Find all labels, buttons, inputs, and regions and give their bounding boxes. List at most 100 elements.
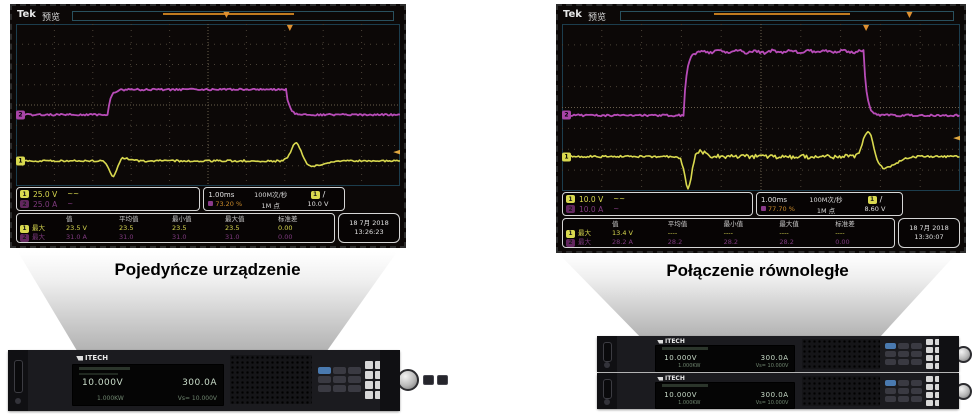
power-readout: 1.000KW bbox=[678, 363, 701, 369]
stat-cell: 23.5 bbox=[119, 224, 134, 232]
vent-grille bbox=[802, 339, 880, 369]
power-readout: 1.000KW bbox=[678, 400, 701, 406]
stat-cell: 28.2 bbox=[723, 238, 739, 246]
power-supply-parallel-2: ITECH 10.000V 300.0A 1.000KW Vs= 10.000V bbox=[597, 373, 972, 409]
scope-date: 18 7月 2018 bbox=[349, 219, 389, 227]
tek-logo: Tek bbox=[17, 9, 36, 20]
trigger-slope-icon: / bbox=[879, 195, 883, 204]
timebase-value: 1.00ms bbox=[761, 195, 788, 204]
stat-header: 最小值 bbox=[172, 215, 192, 223]
rack-ear-right bbox=[939, 373, 959, 409]
sample-rate: 100M次/秒 bbox=[254, 190, 288, 199]
device-display: 10.000V 300.0A 1.000KW Vs= 10.000V bbox=[655, 345, 795, 372]
datetime-box: 18 7月 2018 13:30:07 bbox=[898, 218, 960, 248]
horizontal-position-percent: 73.20 % bbox=[208, 200, 246, 208]
trigger-point-icon: ▼ bbox=[286, 24, 293, 32]
itech-logo-icon bbox=[76, 355, 83, 361]
current-readout: 300.0A bbox=[182, 377, 217, 388]
stat-cell: 28.2 bbox=[779, 238, 794, 246]
stat-header: 标准差 bbox=[835, 220, 855, 228]
record-length: 1M 点 bbox=[261, 201, 280, 210]
record-view-bar: ▼ bbox=[620, 10, 954, 21]
stat-cell: 0.00 bbox=[278, 224, 293, 232]
ch2-chip-icon bbox=[761, 206, 767, 211]
vent-grille bbox=[802, 376, 880, 406]
acquisition-mode-label: 预览 bbox=[42, 13, 61, 23]
stat-cell: 23.5 V bbox=[66, 224, 87, 232]
ch2-scale: 25.0 A bbox=[33, 199, 58, 209]
channel-scale-box: 1 10.0 V ~~ 2 10.0 A ~ bbox=[562, 192, 754, 216]
trigger-position-icon: ▼ bbox=[223, 10, 230, 19]
rack-ear-left bbox=[597, 336, 617, 372]
stat-header: 值 bbox=[612, 220, 619, 228]
ch1-bandwidth-icon: ~~ bbox=[67, 190, 79, 198]
itech-logo-icon bbox=[657, 339, 663, 344]
brand-logo: ITECH bbox=[657, 338, 685, 345]
ch1-badge: 1 bbox=[566, 195, 575, 203]
stat-header: 平均值 bbox=[119, 215, 139, 223]
stat-cell: ---- bbox=[779, 229, 789, 237]
rack-handle bbox=[14, 359, 23, 394]
stat-header: 最大值 bbox=[225, 215, 245, 223]
current-readout: 300.0A bbox=[760, 354, 789, 362]
voltage-readout: 10.000V bbox=[664, 354, 698, 362]
device-display: 10.000V 300.0A 1.000KW Vs= 10.000V bbox=[72, 364, 224, 406]
trigger-level-arrow-icon: ◄ bbox=[953, 133, 960, 144]
rack-ear-right bbox=[380, 350, 400, 411]
datetime-box: 18 7月 2018 13:26:23 bbox=[338, 213, 400, 243]
ch1-scale: 10.0 V bbox=[579, 194, 604, 204]
ch2-position-marker: 2 bbox=[562, 110, 571, 120]
stat-cell: 28.2 bbox=[667, 238, 683, 246]
scope-time: 13:26:23 bbox=[354, 228, 384, 236]
stat-header: 最大值 bbox=[779, 220, 799, 228]
timebase-trigger-box: 1.00ms 77.70 % 100M次/秒 1M 点 1 / bbox=[756, 192, 904, 216]
funnel-parallel: Połączenie równoległe bbox=[558, 253, 957, 337]
power-button bbox=[604, 361, 610, 368]
stat-row-label: 1 最大 bbox=[20, 224, 66, 233]
ch1-badge: 1 bbox=[20, 190, 29, 198]
function-keys bbox=[885, 343, 922, 365]
voltage-readout: 10.000V bbox=[82, 377, 124, 388]
record-window-segment bbox=[162, 13, 295, 15]
stat-cell: 13.4 V bbox=[612, 229, 633, 237]
stat-cell: ---- bbox=[835, 229, 845, 237]
stat-row-label: 1 最大 bbox=[566, 229, 612, 238]
graticule-area: 2 1 ◄ ▼ bbox=[562, 24, 960, 191]
model-text-line bbox=[79, 373, 118, 375]
vset-readout: Vs= 10.000V bbox=[755, 400, 789, 406]
brand-logo: ITECH bbox=[657, 375, 685, 382]
stat-header: 标准差 bbox=[278, 215, 298, 223]
ch1-position-marker: 1 bbox=[562, 152, 571, 162]
stat-header: 最小值 bbox=[723, 220, 744, 228]
ch2-badge: 2 bbox=[566, 205, 575, 213]
scope-screenshot-single: Tek 预览 ▼ 2 1 ◄ ▼ 1 25.0 bbox=[10, 4, 406, 248]
ch2-position-marker: 2 bbox=[16, 110, 25, 120]
model-text-line bbox=[661, 384, 709, 388]
measurement-table: 值 平均值 最小值 最大值 标准差 1 最大 23.5 V 23.5 23.5 bbox=[16, 213, 335, 243]
scope-status-bar: Tek 预览 ▼ bbox=[14, 8, 402, 23]
timebase-trigger-box: 1.00ms 73.20 % 100M次/秒 1M 点 1 / bbox=[203, 187, 346, 211]
acquisition-mode-label: 预览 bbox=[588, 13, 607, 23]
brand-logo: ITECH bbox=[76, 354, 108, 362]
scope-date: 18 7月 2018 bbox=[909, 224, 949, 232]
stat-cell: 28.2 A bbox=[612, 238, 633, 246]
sample-rate: 100M次/秒 bbox=[809, 195, 843, 204]
ch1-position-marker: 1 bbox=[16, 156, 25, 166]
rack-ear-left bbox=[8, 350, 28, 411]
model-text-line bbox=[661, 347, 709, 351]
stat-cell: 0.00 bbox=[835, 238, 850, 246]
label-single-device: Pojedyńcze urządzenie bbox=[114, 260, 301, 279]
front-panel: ITECH 10.000V 300.0A 1.000KW Vs= 10.000V bbox=[28, 350, 448, 411]
scope-screen: Tek 预览 ▼ 2 1 ◄ ▼ 1 10.0 bbox=[560, 8, 962, 249]
record-view-bar: ▼ bbox=[72, 10, 395, 21]
horizontal-position-percent: 77.70 % bbox=[761, 205, 800, 213]
trigger-position-icon: ▼ bbox=[906, 10, 913, 19]
stat-cell: 31.0 bbox=[225, 233, 240, 241]
rack-ear-left bbox=[597, 373, 617, 409]
stat-cell: 31.0 A bbox=[66, 233, 87, 241]
vset-readout: Vs= 10.000V bbox=[177, 394, 217, 402]
scope-screenshot-parallel: Tek 预览 ▼ 2 1 ◄ ▼ 1 10.0 bbox=[556, 4, 966, 253]
ch2-bandwidth-icon: ~ bbox=[613, 205, 620, 213]
record-window-segment bbox=[714, 13, 851, 15]
